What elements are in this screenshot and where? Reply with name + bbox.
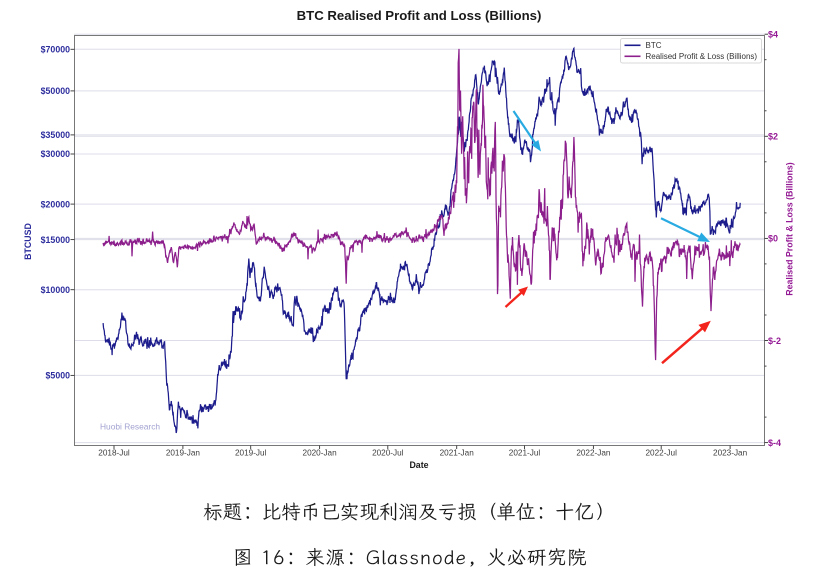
svg-text:$-4: $-4: [768, 438, 781, 448]
svg-text:2022-Jan: 2022-Jan: [576, 449, 611, 458]
svg-text:$0: $0: [768, 234, 778, 244]
svg-text:2018-Jul: 2018-Jul: [98, 449, 130, 458]
svg-text:2021-Jan: 2021-Jan: [440, 449, 475, 458]
svg-text:$70000: $70000: [41, 45, 70, 55]
svg-text:$2: $2: [768, 132, 778, 142]
svg-text:Date: Date: [409, 460, 428, 470]
svg-text:BTC: BTC: [646, 41, 662, 50]
svg-text:$4: $4: [768, 30, 778, 40]
svg-text:2019-Jan: 2019-Jan: [166, 449, 201, 458]
svg-text:$-2: $-2: [768, 336, 781, 346]
svg-text:$5000: $5000: [46, 371, 71, 381]
svg-text:2021-Jul: 2021-Jul: [509, 449, 541, 458]
svg-text:2020-Jan: 2020-Jan: [303, 449, 338, 458]
svg-text:$20000: $20000: [41, 199, 70, 209]
svg-text:2022-Jul: 2022-Jul: [645, 449, 677, 458]
svg-text:$10000: $10000: [41, 285, 70, 295]
svg-text:$15000: $15000: [41, 235, 70, 245]
svg-text:BTCUSD: BTCUSD: [23, 223, 33, 260]
svg-text:$35000: $35000: [41, 130, 70, 140]
svg-text:$50000: $50000: [41, 86, 70, 96]
svg-text:2023-Jan: 2023-Jan: [713, 449, 748, 458]
svg-text:2019-Jul: 2019-Jul: [235, 449, 267, 458]
svg-text:BTC Realised Profit and Loss (: BTC Realised Profit and Loss (Billions): [297, 8, 542, 23]
svg-text:$30000: $30000: [41, 149, 70, 159]
svg-text:Huobi Research: Huobi Research: [100, 422, 160, 432]
svg-text:Realised Profit & Loss (Billio: Realised Profit & Loss (Billions): [785, 162, 795, 296]
svg-text:2020-Jul: 2020-Jul: [372, 449, 404, 458]
svg-text:Realised Profit & Loss (Billio: Realised Profit & Loss (Billions): [646, 52, 758, 61]
